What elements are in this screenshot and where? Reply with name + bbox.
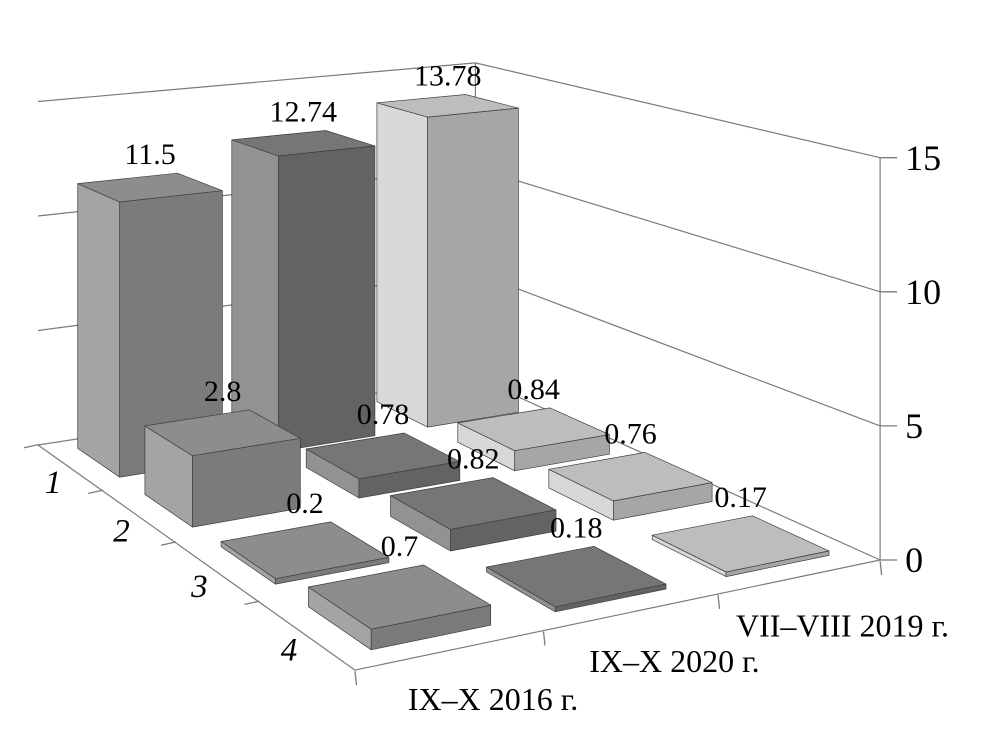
category-label-1: 1	[45, 465, 62, 501]
series-axis-tick	[717, 594, 721, 609]
series-axis-tick	[354, 671, 358, 686]
bar-VII–VIII 2019 г.-cat1-left-face	[376, 102, 428, 428]
bar-IX–X 2020 г.-cat2-top-face	[305, 432, 461, 480]
bar-value-label: 13.78	[414, 60, 482, 93]
category-axis-tick	[160, 541, 177, 546]
bar-value-label: 12.74	[270, 96, 338, 129]
series-axis-tick	[542, 631, 546, 646]
category-axis-tick	[244, 600, 260, 606]
series-label-2: VII–VIII 2019 г.	[736, 608, 949, 644]
bar-value-label: 0.82	[447, 443, 500, 476]
category-axis-tick	[88, 489, 104, 495]
bar-IX–X 2016 г.-cat1-left-face	[77, 183, 121, 478]
z-axis-label-5: 5	[905, 406, 923, 446]
z-axis-label-0: 0	[905, 540, 923, 580]
bar-value-label: 0.84	[507, 373, 560, 406]
bar-IX–X 2020 г.-cat4-top-face	[486, 545, 667, 608]
category-axis	[37, 444, 356, 671]
bar-IX–X 2020 г.-cat1-top-face	[231, 130, 376, 157]
bar-VII–VIII 2019 г.-cat2-top-face	[457, 407, 610, 452]
category-axis-tick	[23, 443, 40, 449]
category-label-3: 3	[190, 569, 208, 605]
series-label-1: IX–X 2020 г.	[589, 643, 759, 679]
bar-IX–X 2016 г.-cat4-top-face	[308, 564, 492, 630]
series-axis	[354, 559, 881, 671]
category-label-2: 2	[113, 514, 130, 550]
bar-IX–X 2020 г.-cat3-top-face	[390, 477, 557, 530]
bar-VII–VIII 2019 г.-cat3-top-face	[548, 452, 713, 502]
category-label-4: 4	[281, 633, 298, 669]
bar-IX–X 2016 г.-cat2-top-face	[144, 409, 301, 457]
bar-VII–VIII 2019 г.-cat4-top-face	[651, 515, 830, 573]
bar-value-label: 0.7	[381, 530, 419, 563]
bar-value-label: 0.18	[550, 511, 603, 544]
bar-IX–X 2016 г.-cat3-top-face	[220, 521, 390, 580]
bar-VII–VIII 2019 г.-cat1-front-face	[427, 107, 519, 428]
bar-value-label: 0.76	[604, 417, 657, 450]
bar-value-label: 11.5	[124, 138, 175, 171]
bar-value-label: 0.2	[286, 487, 324, 520]
bar-value-label: 2.8	[204, 375, 242, 408]
bar-value-label: 0.17	[714, 481, 767, 514]
bar-VII–VIII 2019 г.-cat1-top-face	[376, 94, 519, 118]
bar-value-label: 0.78	[357, 398, 410, 431]
bar-IX–X 2016 г.-cat1-top-face	[77, 172, 223, 203]
series-label-0: IX–X 2016 г.	[408, 681, 578, 717]
z-axis-label-15: 15	[905, 138, 941, 178]
series-axis-tick	[879, 560, 883, 576]
z-axis-label-10: 10	[905, 272, 941, 312]
